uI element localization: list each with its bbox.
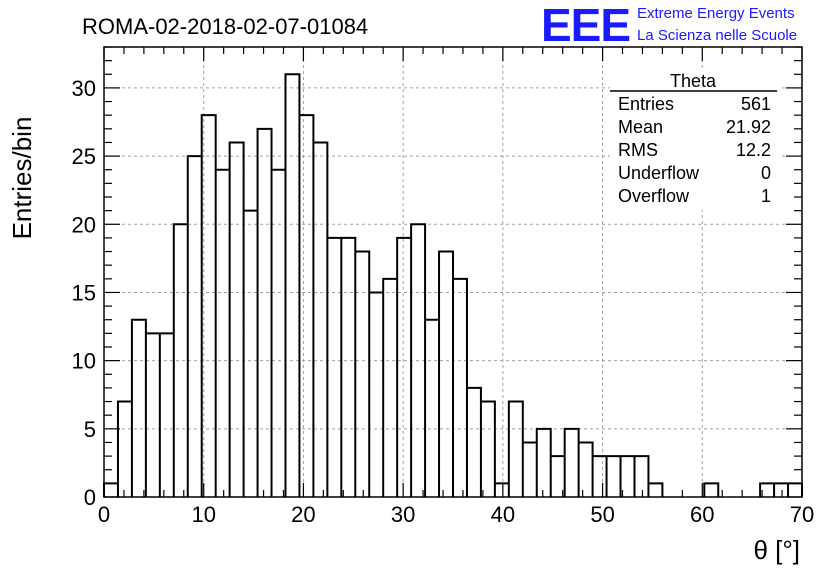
eee-logo: EEE Extreme Energy Events La Scienza nel… xyxy=(541,0,797,51)
histogram-bin xyxy=(355,252,369,497)
histogram-bin xyxy=(230,142,244,497)
x-tick-label: 10 xyxy=(191,502,215,527)
stats-row-value: 12.2 xyxy=(736,140,771,160)
stats-row-value: 561 xyxy=(741,94,771,114)
histogram-bin xyxy=(439,252,453,497)
histogram-bin xyxy=(760,483,774,497)
x-tick-label: 0 xyxy=(98,502,110,527)
histogram-bin xyxy=(341,238,355,497)
histogram-bin xyxy=(704,483,718,497)
histogram-bin xyxy=(272,170,286,497)
histogram-bin xyxy=(188,156,202,497)
histogram-bin xyxy=(160,333,174,497)
stats-row-label: Underflow xyxy=(618,163,700,183)
histogram-bin xyxy=(313,142,327,497)
chart-title: ROMA-02-2018-02-07-01084 xyxy=(82,14,368,39)
histogram-bin xyxy=(174,224,188,497)
eee-logo-mark: EEE xyxy=(541,0,630,51)
x-tick-label: 20 xyxy=(291,502,315,527)
histogram-bin xyxy=(258,129,272,497)
y-tick-label: 15 xyxy=(72,280,96,305)
stats-box-title: Theta xyxy=(670,71,717,91)
histogram-bin xyxy=(537,429,551,497)
stats-row-value: 21.92 xyxy=(726,117,771,137)
histogram-bin xyxy=(118,402,132,497)
histogram-bin xyxy=(453,279,467,497)
histogram-bin xyxy=(495,483,509,497)
histogram-bin xyxy=(383,279,397,497)
y-tick-label: 30 xyxy=(72,76,96,101)
stats-row-label: Overflow xyxy=(618,186,690,206)
stats-box: Theta Entries 561 Mean 21.92 RMS 12.2 Underflo… xyxy=(610,70,780,210)
histogram-bin xyxy=(607,456,621,497)
histogram-bin xyxy=(132,320,146,497)
histogram-bin xyxy=(634,456,648,497)
y-axis-label: Entries/bin xyxy=(7,117,37,240)
y-tick-label: 0 xyxy=(84,485,96,510)
stats-box-bg xyxy=(610,70,780,210)
histogram-bin xyxy=(244,211,258,497)
histogram-bin xyxy=(621,456,635,497)
histogram-step-line xyxy=(103,73,803,497)
histogram-bin xyxy=(369,292,383,497)
histogram-bin xyxy=(327,238,341,497)
y-tick-label: 5 xyxy=(84,417,96,442)
histogram-bin xyxy=(648,483,662,497)
histogram-bin xyxy=(481,402,495,497)
stats-row-label: RMS xyxy=(618,140,658,160)
histogram-bin xyxy=(425,320,439,497)
histogram-bin xyxy=(774,483,788,497)
axis-ticks xyxy=(103,46,803,498)
histogram-bin xyxy=(104,483,118,497)
histogram-bin xyxy=(579,442,593,497)
histogram-bin xyxy=(593,456,607,497)
y-tick-label: 10 xyxy=(72,349,96,374)
histogram-bin xyxy=(397,238,411,497)
y-tick-label: 20 xyxy=(72,212,96,237)
x-tick-label: 60 xyxy=(690,502,714,527)
x-axis-label: θ [°] xyxy=(753,535,800,565)
stats-rows: Entries 561 Mean 21.92 RMS 12.2 Underflow 0 Over… xyxy=(618,94,771,206)
stats-row-label: Mean xyxy=(618,117,663,137)
x-tick-label: 50 xyxy=(590,502,614,527)
histogram-bin xyxy=(565,429,579,497)
histogram-bin xyxy=(509,402,523,497)
x-tick-label: 40 xyxy=(491,502,515,527)
histogram-bin xyxy=(146,333,160,497)
eee-logo-line2: La Scienza nelle Scuole xyxy=(637,27,797,44)
histogram-bin xyxy=(467,388,481,497)
x-tick-label: 70 xyxy=(790,502,814,527)
stats-row-label: Entries xyxy=(618,94,674,114)
histogram-bin xyxy=(551,456,565,497)
stats-row-value: 0 xyxy=(761,163,771,183)
histogram-bin xyxy=(523,442,537,497)
histogram-bin xyxy=(299,115,313,497)
stats-row-value: 1 xyxy=(761,186,771,206)
x-tick-label: 30 xyxy=(391,502,415,527)
eee-logo-line1: Extreme Energy Events xyxy=(637,5,795,22)
histogram-bin xyxy=(202,115,216,497)
y-tick-label: 25 xyxy=(72,144,96,169)
histogram-bin xyxy=(411,224,425,497)
histogram-bin xyxy=(285,74,299,497)
histogram-bin xyxy=(788,483,802,497)
histogram-bin xyxy=(216,170,230,497)
